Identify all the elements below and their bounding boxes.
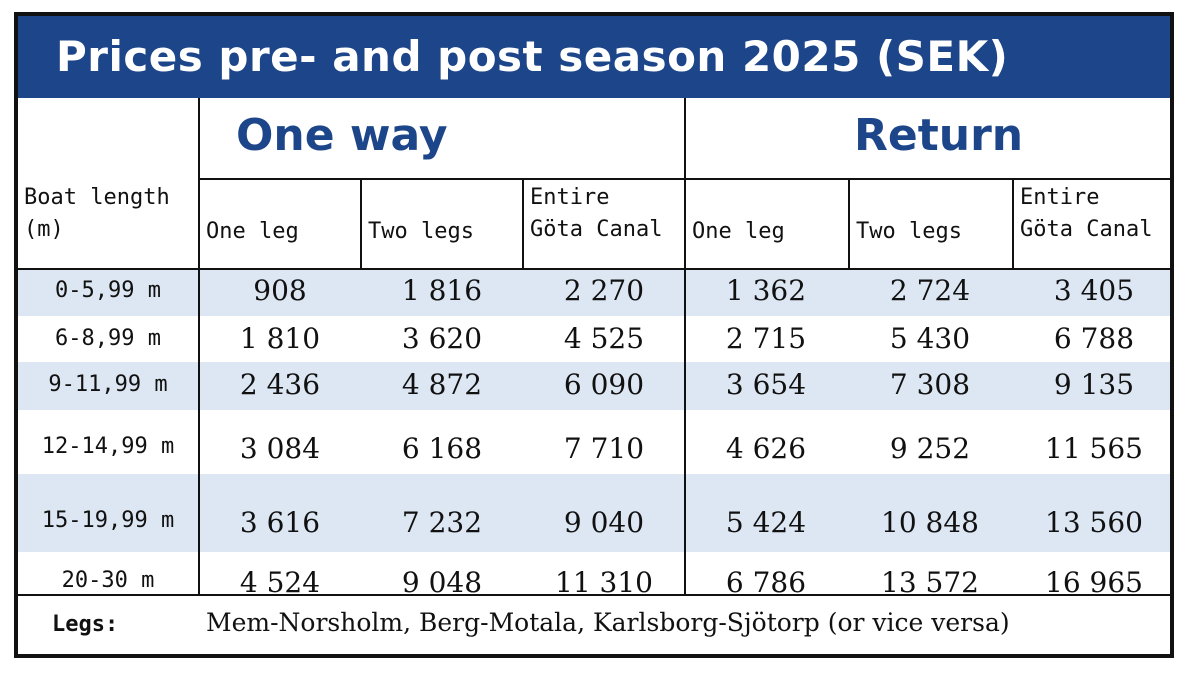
price-cell: 11 310 — [555, 566, 653, 599]
return-heading: Return — [854, 110, 1024, 161]
price-cell: 11 565 — [1045, 432, 1143, 465]
price-cell: 2 270 — [563, 274, 645, 307]
price-cell: 4 525 — [563, 322, 645, 355]
price-cell: 5 430 — [889, 322, 971, 355]
return-entire-header: Entire Göta Canal — [1020, 182, 1152, 246]
gota-canal-label: Göta Canal — [530, 217, 663, 242]
divider — [18, 268, 1170, 270]
entire-label: Entire — [530, 185, 610, 210]
price-cell: 2 436 — [239, 368, 321, 401]
price-cell: 4 626 — [725, 432, 807, 465]
price-cell: 4 524 — [239, 566, 321, 599]
price-cell: 2 724 — [889, 274, 971, 307]
price-cell: 5 424 — [725, 506, 807, 539]
price-cell: 4 872 — [401, 368, 483, 401]
price-cell: 3 084 — [239, 432, 321, 465]
entire-label: Entire — [1020, 185, 1100, 210]
boat-length-label: Boat length — [24, 185, 170, 210]
legs-description: Mem-Norsholm, Berg-Motala, Karlsborg-Sjö… — [206, 608, 1010, 637]
price-table: Prices pre- and post season 2025 (SEK) O… — [14, 12, 1174, 658]
boat-length-header: Boat length (m) — [24, 182, 170, 246]
row-band — [18, 270, 1170, 316]
divider — [360, 178, 362, 270]
divider — [848, 178, 850, 270]
row-band — [18, 474, 1170, 552]
price-cell: 1 810 — [239, 322, 321, 355]
price-cell: 9 040 — [563, 506, 645, 539]
row-length: 15-19,99 m — [41, 508, 175, 533]
divider — [18, 594, 1170, 596]
one-way-heading: One way — [236, 110, 448, 161]
row-length: 20-30 m — [61, 568, 155, 593]
price-cell: 7 710 — [563, 432, 645, 465]
return-one-leg-header: One leg — [692, 219, 785, 244]
price-cell: 908 — [253, 274, 307, 307]
price-cell: 6 786 — [725, 566, 807, 599]
price-cell: 16 965 — [1045, 566, 1143, 599]
one-way-two-legs-header: Two legs — [368, 219, 474, 244]
table-grid: One way Return Boat length (m) One leg T… — [18, 98, 1170, 599]
gota-canal-label: Göta Canal — [1020, 217, 1153, 242]
divider — [684, 98, 686, 596]
row-length: 6-8,99 m — [55, 326, 161, 351]
price-cell: 6 168 — [401, 432, 483, 465]
row-band — [18, 362, 1170, 410]
price-cell: 13 572 — [881, 566, 979, 599]
divider — [1012, 178, 1014, 270]
price-cell: 6 788 — [1053, 322, 1135, 355]
price-cell: 3 616 — [239, 506, 321, 539]
table-title: Prices pre- and post season 2025 (SEK) — [18, 16, 1170, 98]
price-cell: 7 232 — [401, 506, 483, 539]
price-cell: 1 816 — [401, 274, 483, 307]
boat-length-unit: (m) — [24, 217, 64, 242]
price-cell: 7 308 — [889, 368, 971, 401]
one-way-entire-header: Entire Göta Canal — [530, 182, 662, 246]
legs-label: Legs: — [52, 612, 119, 637]
price-cell: 10 848 — [881, 506, 979, 539]
price-cell: 6 090 — [563, 368, 645, 401]
price-cell: 1 362 — [725, 274, 807, 307]
return-two-legs-header: Two legs — [856, 219, 962, 244]
row-length: 9-11,99 m — [48, 372, 168, 397]
row-length: 0-5,99 m — [55, 278, 161, 303]
divider — [522, 178, 524, 270]
price-cell: 3 405 — [1053, 274, 1135, 307]
price-cell: 2 715 — [725, 322, 807, 355]
price-cell: 3 620 — [401, 322, 483, 355]
price-cell: 9 048 — [401, 566, 483, 599]
price-cell: 3 654 — [725, 368, 807, 401]
price-cell: 9 135 — [1053, 368, 1135, 401]
divider — [198, 98, 200, 596]
row-length: 12-14,99 m — [41, 434, 175, 459]
one-way-one-leg-header: One leg — [206, 219, 299, 244]
price-cell: 13 560 — [1045, 506, 1143, 539]
price-cell: 9 252 — [889, 432, 971, 465]
